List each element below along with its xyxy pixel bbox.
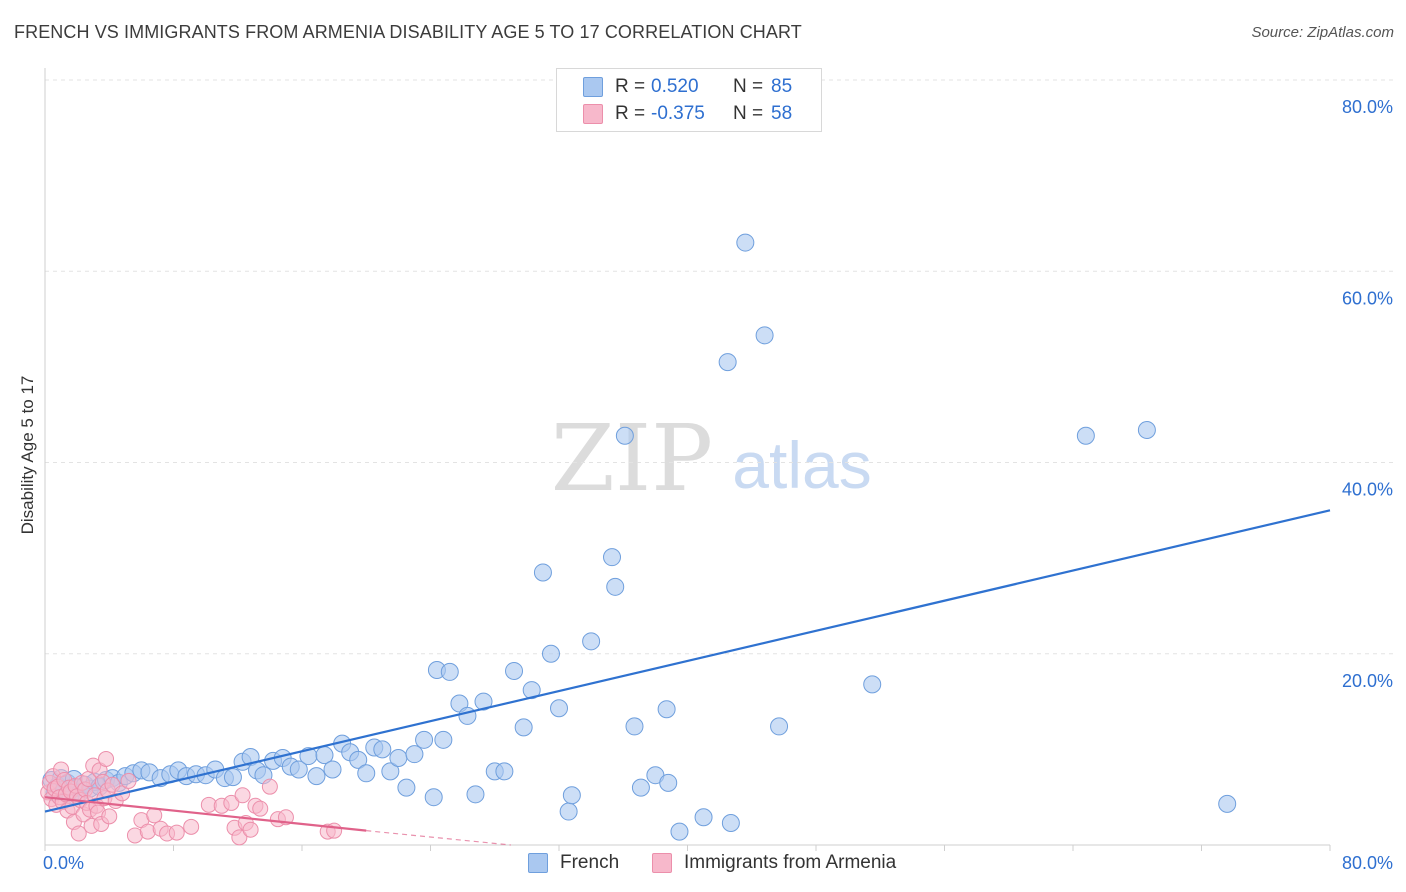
data-point-french: [718, 353, 737, 372]
data-point-armenia: [252, 800, 269, 817]
data-point-french: [357, 764, 376, 783]
n-value: 58: [771, 103, 793, 124]
data-point-french: [505, 661, 524, 680]
data-point-french: [615, 426, 634, 445]
data-point-french: [373, 740, 392, 759]
trendline-armenia: [44, 796, 367, 832]
data-point-french: [657, 700, 676, 719]
watermark-zip: ZIP: [551, 405, 713, 512]
data-point-french: [458, 706, 477, 725]
data-point-armenia: [101, 808, 118, 825]
legend-label-french: French: [560, 852, 620, 873]
data-point-french: [721, 814, 740, 833]
data-point-french: [541, 644, 560, 663]
data-point-french: [1218, 794, 1237, 813]
data-point-armenia: [231, 829, 248, 846]
series-legend: French Immigrants from Armenia: [0, 852, 1406, 878]
data-point-armenia: [326, 822, 343, 839]
y-tick-label: 80.0%: [1342, 97, 1393, 117]
data-point-armenia: [120, 772, 137, 789]
r-value: 0.520: [651, 76, 699, 97]
r-label: R =: [615, 103, 646, 124]
r-label: R =: [615, 76, 646, 97]
data-point-french: [736, 233, 755, 252]
data-point-french: [582, 632, 601, 651]
data-point-french: [625, 717, 644, 736]
armenia-legend-swatch: [652, 853, 672, 873]
data-point-french: [323, 760, 342, 779]
data-point-french: [389, 748, 408, 767]
data-point-french: [863, 675, 882, 694]
x-tick-label: 0.0%: [43, 853, 84, 873]
french-swatch: [583, 77, 603, 97]
data-point-french: [474, 692, 493, 711]
data-point-french: [349, 750, 368, 769]
data-point-armenia: [261, 778, 278, 795]
data-point-french: [381, 762, 400, 781]
legend-label-armenia: Immigrants from Armenia: [684, 852, 897, 873]
legend-item-french[interactable]: French: [528, 852, 619, 874]
data-point-french: [522, 681, 541, 700]
data-point-armenia: [168, 824, 185, 841]
data-point-french: [466, 785, 485, 804]
data-point-french: [514, 718, 533, 737]
data-point-french: [670, 822, 689, 841]
n-label: N =: [733, 103, 764, 124]
data-point-french: [755, 326, 774, 345]
watermark-atlas: atlas: [732, 428, 871, 502]
x-tick-label: 80.0%: [1342, 853, 1393, 873]
data-point-french: [440, 662, 459, 681]
data-point-french: [289, 760, 308, 779]
data-point-french: [559, 802, 578, 821]
data-point-french: [424, 788, 443, 807]
data-point-french: [307, 767, 326, 786]
data-point-french: [495, 762, 514, 781]
data-point-armenia: [70, 825, 87, 842]
data-point-french: [606, 577, 625, 596]
data-point-french: [1137, 420, 1156, 439]
data-point-french: [1076, 426, 1095, 445]
data-point-french: [694, 808, 713, 827]
data-point-french: [631, 778, 650, 797]
data-point-french: [434, 730, 453, 749]
data-point-french: [550, 699, 568, 718]
data-point-armenia: [242, 821, 259, 838]
y-tick-label: 40.0%: [1342, 480, 1393, 500]
source-credit: Source: ZipAtlas.com: [1251, 24, 1394, 41]
y-tick-label: 60.0%: [1342, 288, 1393, 308]
chart-title: FRENCH VS IMMIGRANTS FROM ARMENIA DISABI…: [14, 22, 802, 42]
data-point-french: [770, 717, 789, 736]
stats-row-french: R = 0.520 N = 85: [583, 74, 792, 100]
data-point-french: [405, 745, 424, 764]
trendline-armenia-extension: [366, 830, 511, 846]
data-point-armenia: [234, 787, 251, 804]
data-point-french: [223, 768, 242, 787]
french-legend-swatch: [528, 853, 548, 873]
data-point-french: [562, 786, 581, 805]
legend-item-armenia[interactable]: Immigrants from Armenia: [652, 852, 896, 874]
data-point-french: [603, 548, 622, 567]
data-point-french: [415, 730, 434, 749]
data-point-armenia: [98, 750, 115, 767]
data-point-armenia: [223, 794, 240, 811]
data-point-french: [533, 563, 552, 582]
stats-row-armenia: R = -0.375 N = 58: [583, 101, 792, 127]
n-label: N =: [733, 76, 764, 97]
armenia-swatch: [583, 104, 603, 124]
stats-legend: R = 0.520 N = 85 R = -0.375 N = 58: [556, 68, 822, 132]
y-tick-label: 20.0%: [1342, 671, 1393, 691]
data-point-armenia: [183, 818, 200, 835]
n-value: 85: [771, 76, 793, 97]
data-point-french: [397, 778, 416, 797]
data-point-french: [659, 773, 678, 792]
r-value: -0.375: [651, 103, 705, 124]
trendline-french: [44, 509, 1331, 813]
